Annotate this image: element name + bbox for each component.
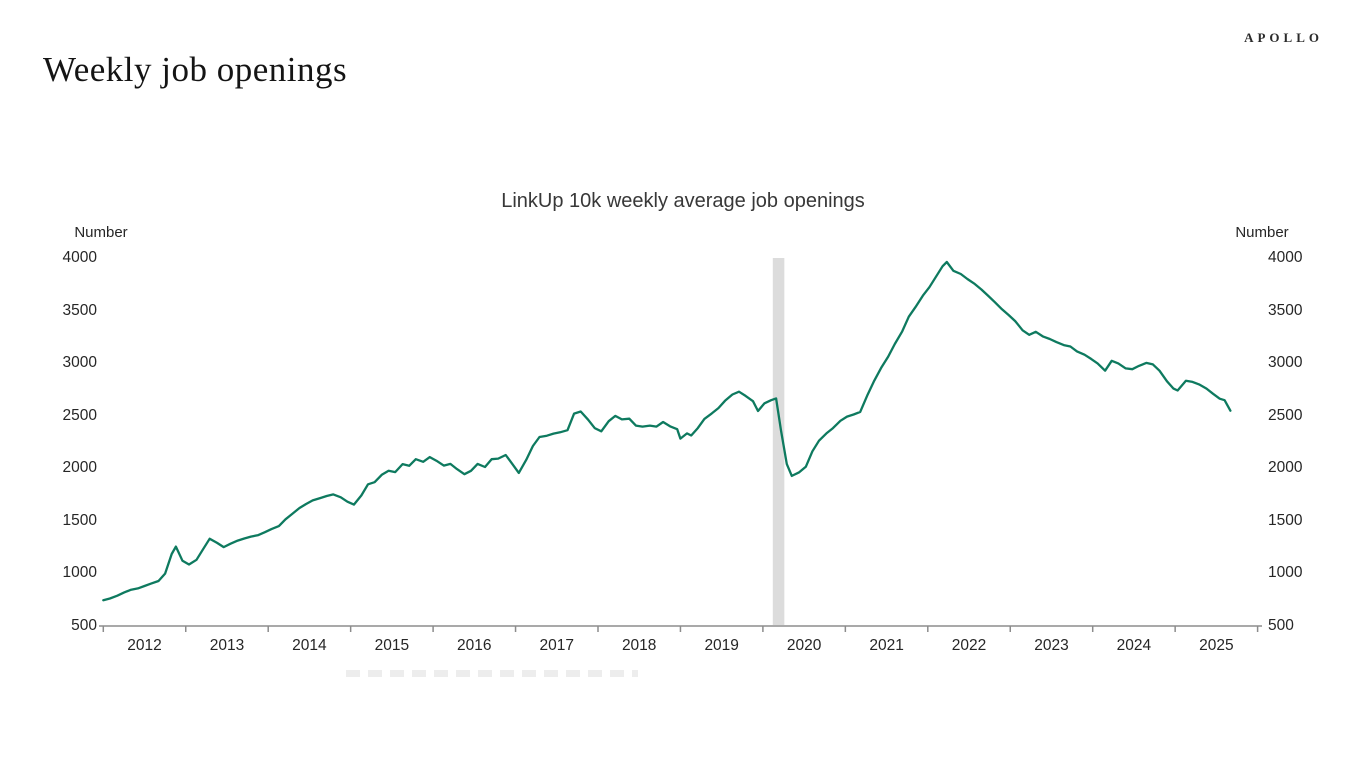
chart-title: LinkUp 10k weekly average job openings (501, 190, 865, 212)
recession-band (772, 258, 785, 625)
x-tick-label: 2014 (292, 637, 327, 654)
x-tick-label: 2013 (209, 637, 245, 654)
y-tick-label-left: 2500 (62, 406, 97, 424)
page-title: Weekly job openings (43, 50, 348, 89)
x-tick-label: 2016 (457, 637, 492, 654)
x-tick-label: 2020 (786, 637, 822, 654)
y-tick-label-right: 1500 (1268, 511, 1303, 529)
y-tick-label-left: 3500 (62, 301, 97, 319)
x-tick-label: 2023 (1034, 637, 1069, 654)
x-tick-label: 2019 (704, 637, 739, 654)
y-tick-label-left: 2000 (62, 459, 97, 477)
x-tick-label: 2024 (1116, 637, 1152, 654)
y-tick-label-right: 4000 (1268, 249, 1303, 266)
y-tick-label-left: 500 (71, 617, 97, 634)
clipped-source-text (346, 670, 638, 677)
y-axis-unit-left: Number (74, 224, 128, 241)
y-tick-label-right: 500 (1268, 617, 1294, 634)
series-line (102, 260, 1232, 602)
y-tick-label-left: 1000 (62, 564, 97, 582)
x-tick-label: 2018 (621, 637, 657, 654)
x-tick-label: 2025 (1199, 637, 1234, 654)
y-tick-label-right: 2000 (1268, 459, 1303, 477)
y-tick-label-left: 1500 (62, 511, 97, 529)
apollo-logo: APOLLO (1244, 30, 1323, 45)
y-axis-unit-right: Number (1235, 224, 1289, 241)
y-tick-label-right: 3500 (1268, 301, 1303, 319)
y-tick-label-right: 1000 (1268, 564, 1303, 582)
y-tick-label-left: 3000 (62, 354, 97, 372)
x-tick-label: 2017 (539, 637, 575, 654)
y-tick-label-right: 3000 (1268, 354, 1303, 372)
x-tick-label: 2015 (374, 637, 410, 654)
y-tick-label-left: 4000 (62, 249, 97, 266)
x-tick-label: 2021 (869, 637, 904, 654)
x-tick-label: 2022 (951, 637, 987, 654)
x-tick-label: 2012 (127, 637, 162, 654)
y-tick-label-right: 2500 (1268, 406, 1303, 424)
